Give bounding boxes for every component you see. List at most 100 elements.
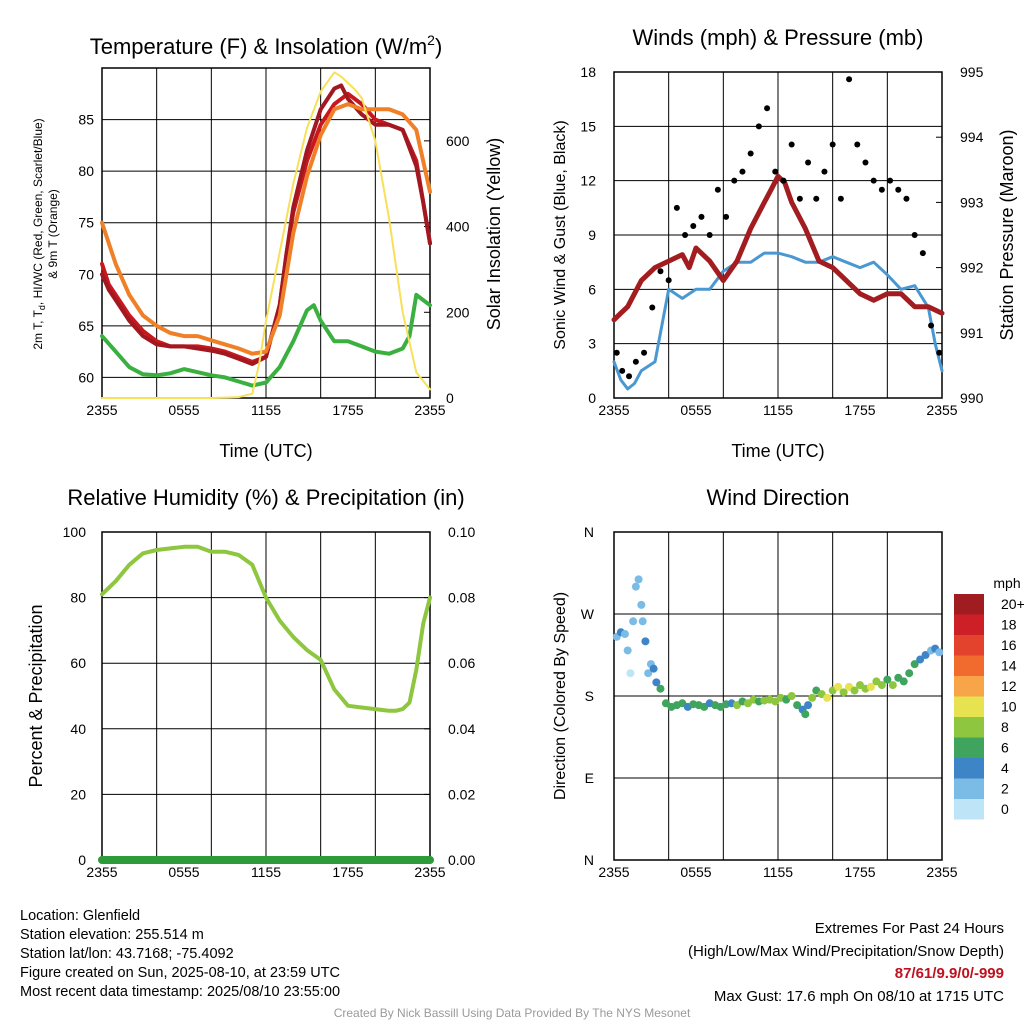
wind-gust-point	[626, 373, 633, 380]
rh-ytick-label: 100	[63, 524, 87, 540]
wind-gust-point	[854, 141, 861, 148]
wind-gust-point	[903, 195, 910, 202]
temp-title-end: )	[435, 34, 442, 59]
wind-gust-point	[682, 232, 689, 238]
wind-gust-point	[690, 222, 697, 229]
temp-xtick-label: 2355	[414, 402, 445, 418]
wind-gust-point	[829, 141, 836, 148]
wind-gust-point	[723, 213, 730, 220]
temp-y2tick-label: 0	[446, 390, 454, 406]
wind-gust-point	[928, 322, 935, 329]
rh-y2tick-label: 0.02	[448, 786, 475, 802]
wind-ytick-label: 0	[588, 390, 596, 406]
recent-text: Most recent data timestamp: 2025/08/10 2…	[20, 984, 341, 1000]
wind-frame	[613, 71, 943, 399]
dir-point	[910, 660, 919, 669]
dir-point	[649, 664, 658, 673]
temp-series-line	[100, 292, 432, 388]
dir-ytick-label: N	[584, 524, 594, 540]
dir-legend-label: 12	[1001, 678, 1017, 694]
rh-y2tick-label: 0.06	[448, 655, 475, 671]
wind-ytick-label: 9	[588, 227, 596, 243]
dir-point	[834, 682, 843, 691]
dir-legend-label: 4	[1001, 760, 1009, 776]
temp-title-sup: 2	[427, 32, 435, 48]
wind-gust-point	[780, 177, 787, 184]
dir-frame	[613, 531, 943, 861]
wind-gust-point	[821, 168, 828, 175]
dir-xtick-label: 0555	[680, 864, 711, 880]
extremes-values: 87/61/9.9/0/-999	[894, 965, 1004, 982]
dir-point	[644, 669, 653, 678]
rh-xtick-label: 2355	[414, 864, 445, 880]
latlon-text: Station lat/lon: 43.7168; -75.4092	[20, 946, 234, 962]
rh-line	[100, 544, 432, 713]
dir-legend-swatch	[954, 655, 984, 676]
temp-ytick-label: 85	[78, 112, 94, 128]
dir-legend-label: 8	[1001, 719, 1009, 735]
dir-xtick-label: 2355	[926, 864, 957, 880]
extremes-subtitle: (High/Low/Max Wind/Precipitation/Snow De…	[688, 942, 1004, 960]
elevation-text: Station elevation: 255.514 m	[20, 927, 204, 943]
temp-xtick-label: 1755	[332, 402, 363, 418]
station-info: Location: Glenfield Station elevation: 2…	[20, 907, 340, 1002]
temp-ylabel-part2: , HI/WC (Red, Green, Scarlet/Blue)	[31, 118, 45, 305]
wind-xtick-label: 1155	[763, 402, 793, 418]
wind-gust-point	[846, 76, 853, 83]
wind-xlabel: Time (UTC)	[731, 441, 824, 461]
dir-point	[905, 669, 914, 678]
location-text: Location: Glenfield	[20, 908, 141, 924]
dir-legend-label: 2	[1001, 781, 1009, 797]
temp-series-line	[100, 102, 432, 356]
wind-gust-point	[870, 177, 877, 184]
dir-point	[641, 637, 650, 646]
dir-ytick-label: W	[581, 606, 595, 622]
wind-gust-point	[649, 304, 656, 311]
dir-legend-label: 18	[1001, 617, 1017, 633]
wind-gust-point	[887, 177, 894, 184]
dir-point	[883, 675, 892, 684]
dir-point	[631, 582, 640, 591]
wind-xtick-label: 1755	[844, 402, 875, 418]
wind-gust-point	[613, 349, 620, 356]
temp-ytick-label: 75	[78, 215, 94, 231]
wind-gust-point	[731, 177, 738, 184]
dir-legend-label: 20+	[1001, 596, 1024, 612]
rh-y2tick-label: 0.00	[448, 852, 475, 868]
wind-xtick-label: 2355	[926, 402, 957, 418]
wind-gust-point	[772, 168, 779, 175]
dir-ylabel-left: Direction (Colored By Speed)	[552, 592, 569, 800]
dir-point	[787, 692, 796, 700]
extremes-title: Extremes For Past 24 Hours	[814, 920, 1004, 937]
rh-y2tick-label: 0.10	[448, 524, 475, 540]
temp-ytick-label: 65	[78, 318, 94, 334]
wind-sonic-line	[612, 251, 944, 391]
temp-ytick-label: 70	[78, 266, 94, 282]
rh-xtick-label: 2355	[86, 864, 117, 880]
wind-ylabel-left: Sonic Wind & Gust (Blue, Black)	[552, 120, 569, 349]
dir-legend-swatch	[954, 778, 984, 799]
temp-title-main: Temperature (F) & Insolation (W/m	[90, 34, 427, 59]
dir-point	[935, 648, 944, 657]
wind-y2tick-label: 994	[960, 129, 984, 145]
dir-point	[652, 678, 661, 687]
temp-ylabel-line1: 2m T, Td, HI/WC (Red, Green, Scarlet/Blu…	[31, 118, 47, 349]
wind-gust-point	[755, 123, 762, 130]
wind-gust-point	[641, 349, 648, 356]
extremes-info: Extremes For Past 24 Hours (High/Low/Max…	[688, 918, 1004, 1008]
dir-point	[637, 600, 646, 609]
wind-gust-point	[837, 195, 844, 202]
temp-y2tick-label: 400	[446, 219, 470, 235]
temp-ylabel-line2: & 9m T (Orange)	[46, 189, 60, 279]
dir-point	[629, 617, 638, 626]
wind-gust-point	[673, 204, 680, 211]
wind-gust-point	[657, 268, 664, 275]
wind-y2tick-label: 992	[960, 260, 984, 276]
rh-y2tick-label: 0.04	[448, 721, 475, 737]
dir-xtick-label: 1155	[763, 864, 793, 880]
dir-legend-swatch	[954, 676, 984, 697]
wind-ylabel-right: Station Pressure (Maroon)	[997, 129, 1017, 340]
wind-y2tick-label: 995	[960, 64, 984, 80]
dir-legend-swatch	[954, 717, 984, 738]
